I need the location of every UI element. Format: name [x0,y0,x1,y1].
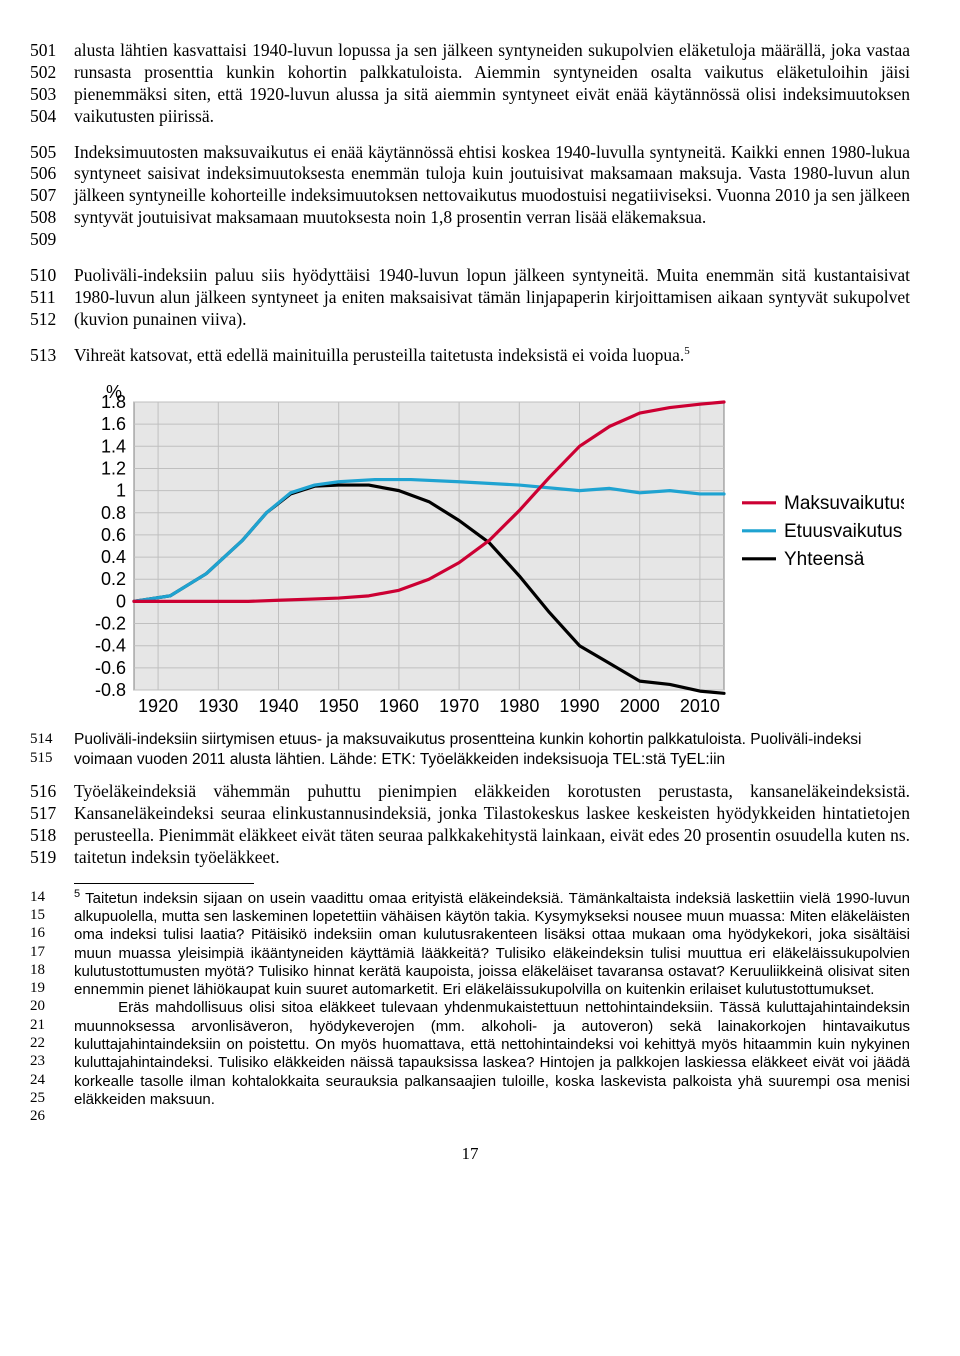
svg-text:2010: 2010 [680,696,720,716]
paragraph-text-span: Vihreät katsovat, että edellä mainituill… [74,345,684,365]
svg-text:1: 1 [116,481,126,501]
paragraph-text: Vihreät katsovat, että edellä mainituill… [74,345,910,367]
svg-text:0.2: 0.2 [101,570,126,590]
svg-text:-0.4: -0.4 [95,636,126,656]
svg-text:0.6: 0.6 [101,525,126,545]
paragraph: 505506507508509 Indeksimuutosten maksuva… [30,142,910,251]
svg-text:1930: 1930 [198,696,238,716]
line-numbers: 510511512 [30,265,74,331]
line-numbers: 513 [30,345,74,367]
svg-text:1980: 1980 [499,696,539,716]
paragraph-text: Työeläkeindeksiä vähemmän puhuttu pienim… [74,781,910,869]
svg-text:0: 0 [116,592,126,612]
svg-text:1920: 1920 [138,696,178,716]
chart-container: %00.20.40.60.811.21.41.61.8-0.2-0.4-0.6-… [74,380,910,720]
footnote: 14151617181920212223242526 5 Taitetun in… [30,888,910,1126]
svg-text:Yhteensä: Yhteensä [784,549,865,570]
paragraph: 516517518519 Työeläkeindeksiä vähemmän p… [30,781,910,869]
svg-text:Maksuvaikutus: Maksuvaikutus [784,493,904,514]
line-numbers: 14151617181920212223242526 [30,888,74,1126]
svg-text:2000: 2000 [620,696,660,716]
svg-text:1990: 1990 [559,696,599,716]
paragraph-text: Indeksimuutosten maksuvaikutus ei enää k… [74,142,910,251]
paragraph-text: Puoliväli-indeksiin paluu siis hyödyttäi… [74,265,910,331]
line-numbers: 501502503504 [30,40,74,128]
paragraph: 510511512 Puoliväli-indeksiin paluu siis… [30,265,910,331]
svg-text:0.8: 0.8 [101,503,126,523]
svg-text:0.4: 0.4 [101,547,126,567]
footnote-ref: 5 [684,345,690,357]
footnote-text: 5 Taitetun indeksin sijaan on usein vaad… [74,888,910,1126]
svg-text:1.6: 1.6 [101,415,126,435]
svg-text:-0.2: -0.2 [95,614,126,634]
svg-text:1.4: 1.4 [101,437,126,457]
svg-text:1960: 1960 [379,696,419,716]
svg-text:1970: 1970 [439,696,479,716]
svg-text:1950: 1950 [319,696,359,716]
svg-text:Etuusvaikutus: Etuusvaikutus [784,521,902,542]
footnote-separator [74,883,254,884]
line-numbers: 505506507508509 [30,142,74,251]
line-numbers: 516517518519 [30,781,74,869]
paragraph: 501502503504 alusta lähtien kasvattaisi … [30,40,910,128]
page-number: 17 [30,1143,910,1164]
svg-text:-0.8: -0.8 [95,680,126,700]
line-numbers: 514515 [30,730,74,769]
figure-caption: 514515 Puoliväli-indeksiin siirtymisen e… [30,730,910,769]
svg-text:1.2: 1.2 [101,459,126,479]
paragraph-text: alusta lähtien kasvattaisi 1940-luvun lo… [74,40,910,128]
svg-text:1940: 1940 [258,696,298,716]
line-chart: %00.20.40.60.811.21.41.61.8-0.2-0.4-0.6-… [74,380,904,720]
footnote-body: Taitetun indeksin sijaan on usein vaadit… [74,890,914,1108]
svg-text:1.8: 1.8 [101,392,126,412]
paragraph: 513 Vihreät katsovat, että edellä mainit… [30,345,910,367]
svg-text:-0.6: -0.6 [95,658,126,678]
caption-text: Puoliväli-indeksiin siirtymisen etuus- j… [74,730,910,769]
